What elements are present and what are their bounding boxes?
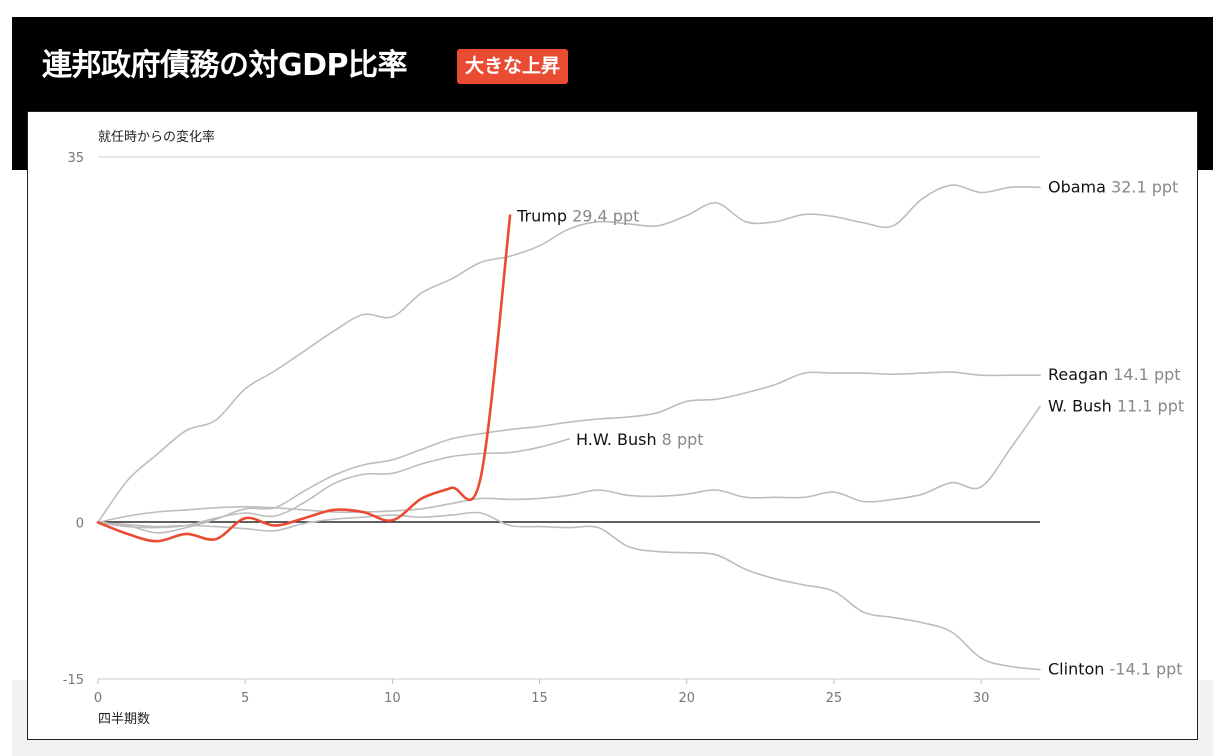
series-label-clinton: Clinton -14.1 ppt	[1048, 660, 1183, 679]
x-tick-label: 10	[384, 691, 401, 706]
series-label-trump: Trump 29.4 ppt	[516, 206, 639, 225]
series-line-reagan	[97, 371, 1041, 534]
x-tick-label: 30	[973, 691, 990, 706]
series-label-h-w-bush: H.W. Bush 8 ppt	[576, 430, 704, 449]
x-tick-label: 15	[531, 691, 548, 706]
series-line-obama	[97, 184, 1041, 524]
series-line-trump	[96, 214, 512, 543]
x-tick-label: 5	[241, 691, 249, 706]
series-line-clinton	[97, 511, 1041, 671]
series-labels: Obama 32.1 ppt Reagan 14.1 ppt H.W. Bush 8…	[516, 177, 1184, 678]
x-axis-label: 四半期数	[98, 712, 150, 727]
chart-title: 連邦政府債務の対GDP比率	[42, 48, 408, 83]
title-badge: 大きな上昇	[457, 49, 569, 84]
x-tick-label: 25	[826, 691, 843, 706]
x-tick-label: 20	[678, 691, 695, 706]
series-line-w-bush	[97, 405, 1041, 524]
series-lines	[96, 184, 1041, 671]
y-axis-label: 就任時からの変化率	[98, 129, 215, 145]
series-label-obama: Obama 32.1 ppt	[1048, 177, 1178, 196]
series-line-h-w-bush	[97, 438, 570, 529]
series-label-w-bush: W. Bush 11.1 ppt	[1048, 397, 1184, 416]
y-tick-label: 35	[67, 151, 84, 166]
series-label-reagan: Reagan 14.1 ppt	[1048, 365, 1181, 384]
line-chart: 就任時からの変化率 四半期数 35 0 -15 0 5 10 15 20 25 30 Obama…	[63, 129, 1184, 727]
x-tick-label: 0	[94, 691, 102, 706]
x-tick-labels: 0 5 10 15 20 25 30	[94, 679, 990, 706]
y-tick-label: 0	[76, 516, 84, 531]
y-tick-label: -15	[63, 673, 84, 688]
y-tick-labels: 35 0 -15	[63, 151, 84, 688]
chart-panel: 就任時からの変化率 四半期数 35 0 -15 0 5 10 15 20 25 30 Obama…	[27, 111, 1198, 740]
